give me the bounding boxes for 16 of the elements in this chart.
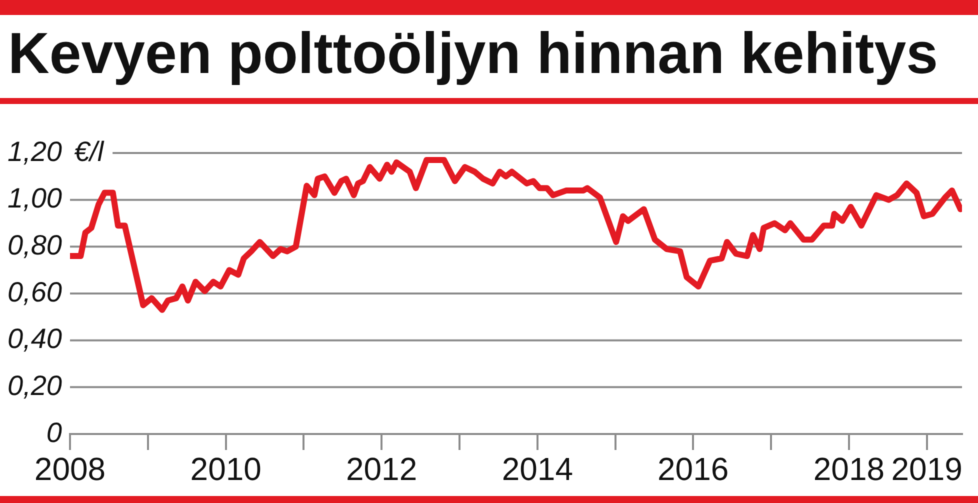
- x-tick-label: 2016: [658, 451, 729, 488]
- x-tick-label: 2014: [502, 451, 574, 488]
- y-axis-title: €/l: [74, 136, 104, 167]
- x-tick-label: 2008: [34, 451, 106, 488]
- chart-title: Kevyen polttoöljyn hinnan kehitys: [8, 21, 938, 86]
- y-tick-label: 0,40: [8, 323, 62, 354]
- x-tick-label: 2012: [346, 451, 418, 488]
- y-tick-label: 0,20: [8, 370, 62, 401]
- x-tick-label: 2019: [891, 451, 962, 488]
- x-tick-label: 2010: [190, 451, 262, 488]
- y-tick-label: 0,80: [8, 229, 62, 260]
- x-tick-label: 2018: [813, 451, 885, 488]
- y-tick-label: 0,60: [8, 276, 62, 308]
- y-tick-label: 0: [46, 416, 62, 448]
- y-tick-label: 1,00: [8, 182, 62, 214]
- y-tick-label: 1,20: [8, 136, 62, 167]
